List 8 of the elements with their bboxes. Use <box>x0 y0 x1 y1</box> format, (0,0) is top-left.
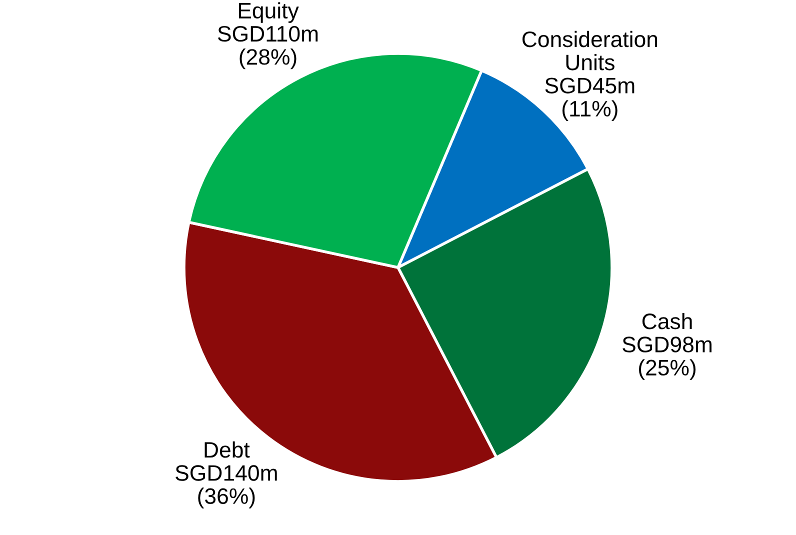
slice-label: Consideration Units <box>522 30 658 70</box>
slice-label: Cash <box>642 312 692 330</box>
data-label: SGD45m (11%) <box>545 78 634 121</box>
data-label: SGD98m (25%) <box>622 336 712 380</box>
data-label: SGD110m (28%) <box>218 26 318 70</box>
slice-label: Equity <box>238 2 299 23</box>
slice-label: Debt <box>204 441 250 458</box>
data-label: SGD140m (36%) <box>176 465 277 508</box>
